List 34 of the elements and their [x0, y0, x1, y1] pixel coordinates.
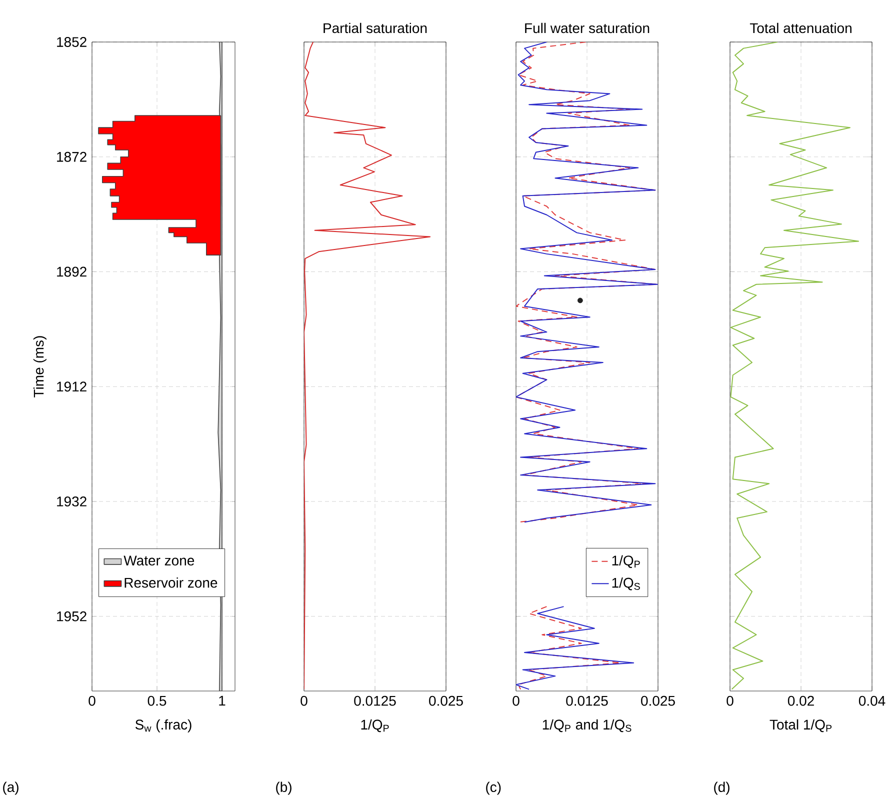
x-tick-label: 0.02	[788, 696, 814, 706]
x-tick-label: 0	[512, 696, 520, 706]
legend-label: Water zone	[124, 556, 194, 566]
x-tick-label: 0.025	[641, 696, 675, 706]
y-tick-label: 1932	[57, 496, 86, 506]
y-tick-label: 1872	[57, 152, 86, 162]
x-tick-label: 0.04	[858, 696, 886, 706]
legend-label: 1/Q$_{S}$	[612, 577, 640, 590]
x-axis-title: Total 1/Q$_{P}$	[770, 719, 832, 732]
x-tick-label: 0.0125	[354, 696, 396, 706]
y-tick-label: 1952	[57, 611, 86, 622]
y-tick-label: 1892	[57, 266, 86, 277]
y-tick-label: 1912	[57, 382, 86, 392]
x-tick-label: 0	[726, 696, 734, 706]
x-tick-label: 0	[88, 696, 96, 706]
legend-label: 1/Q$_{P}$	[612, 555, 640, 568]
chart-title: Full water saturation	[525, 22, 650, 34]
x-tick-label: 0.0125	[566, 696, 608, 706]
chart-title: Partial saturation	[324, 22, 427, 34]
text: (d)	[714, 782, 730, 795]
y-axis-title: Time (ms)	[33, 336, 46, 398]
y-tick-label: 1852	[57, 37, 86, 47]
legend-label: Reservoir zone	[124, 577, 218, 588]
text: (c)	[486, 782, 501, 795]
x-axis-title: 1/Q$_{P}$	[361, 719, 389, 732]
x-tick-label: 0	[300, 696, 308, 706]
x-axis-title: S$_{w}$ (.frac)	[135, 719, 192, 732]
x-tick-label: 0.5	[148, 696, 166, 706]
chart-title: Total attenuation	[750, 22, 852, 34]
x-axis-title: 1/Q$_{P}$ and 1/Q$_{S}$	[542, 719, 632, 732]
x-tick-label: 0.025	[429, 696, 463, 706]
x-tick-label: 1	[219, 696, 226, 706]
text: (b)	[276, 782, 292, 795]
text: (a)	[3, 782, 18, 795]
